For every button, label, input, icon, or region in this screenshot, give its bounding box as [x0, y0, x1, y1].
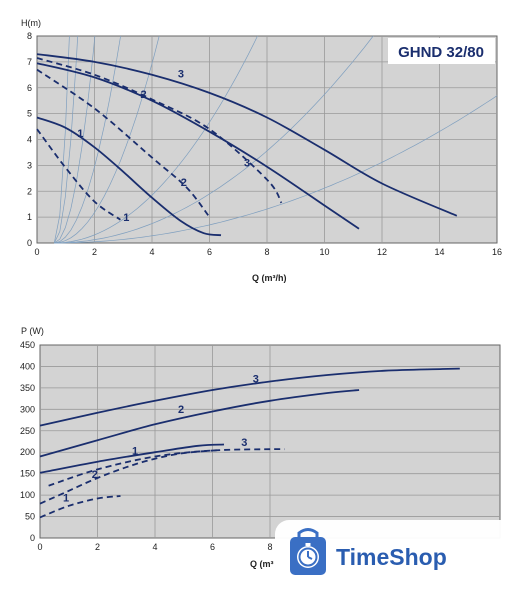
stopwatch-shopping-bag-logo-icon [290, 528, 326, 575]
x-tick-label: 4 [149, 247, 154, 257]
y-tick-label: 350 [20, 383, 35, 393]
curve-label: 1 [77, 128, 83, 140]
power-chart-y-axis-title: P (W) [21, 326, 44, 336]
curve-label: 3 [178, 68, 184, 80]
watermark-text: TimeShop [336, 544, 447, 570]
system-curve [53, 35, 70, 244]
power-chart-x-axis-title: Q (m³ [250, 559, 274, 569]
head-chart-x-axis-title: Q (m³/h) [252, 273, 287, 283]
y-tick-label: 0 [30, 533, 35, 543]
curve-2-dashed [39, 449, 219, 505]
power-chart-curves [39, 367, 460, 519]
curve-1-solid [36, 116, 222, 237]
curve-label: 2 [181, 177, 187, 189]
head-chart-y-axis-title: H(m) [21, 18, 41, 28]
system-curve [54, 35, 160, 244]
x-tick-label: 14 [434, 247, 444, 257]
y-tick-label: 8 [27, 31, 32, 41]
x-tick-label: 6 [207, 247, 212, 257]
y-tick-label: 300 [20, 404, 35, 414]
curve-2-dashed [36, 68, 211, 218]
head-chart-x-tick-labels: 0 2 4 6 8 10 12 14 16 [34, 247, 502, 257]
y-tick-label: 5 [27, 109, 32, 119]
curve-label: 2 [141, 89, 147, 101]
y-tick-label: 100 [20, 490, 35, 500]
curve-label: 1 [123, 212, 129, 224]
chart-title-box [388, 38, 495, 64]
head-chart-pump-curves [36, 53, 458, 237]
y-tick-label: 1 [27, 212, 32, 222]
power-chart: 3 2 1 3 2 1 0 2 4 6 8 0 50 100 150 200 250 300 350 400 450… [20, 326, 501, 552]
curve-label: 2 [178, 404, 184, 416]
y-tick-label: 4 [27, 135, 32, 145]
x-tick-label: 2 [95, 542, 100, 552]
y-tick-label: 3 [27, 160, 32, 170]
curve-label: 1 [63, 493, 69, 505]
curve-1-solid [39, 443, 225, 474]
curve-2-solid [39, 389, 360, 458]
y-tick-label: 7 [27, 57, 32, 67]
x-tick-label: 0 [37, 542, 42, 552]
x-tick-label: 10 [319, 247, 329, 257]
system-curve [54, 35, 374, 244]
power-chart-x-tick-labels: 0 2 4 6 8 [37, 542, 272, 552]
system-curve [54, 35, 258, 244]
system-curve [53, 35, 79, 244]
y-tick-label: 50 [25, 512, 35, 522]
head-chart-system-curves [53, 35, 498, 244]
power-chart-gridlines [40, 345, 500, 538]
power-chart-curve-labels: 3 2 1 3 2 1 [63, 374, 259, 505]
curve-label: 3 [244, 158, 250, 170]
chart-title: GHND 32/80 [398, 44, 484, 61]
x-tick-label: 16 [492, 247, 502, 257]
head-chart-curve-labels: 3 2 1 3 2 1 [77, 68, 250, 224]
power-chart-y-tick-labels: 0 50 100 150 200 250 300 350 400 450 [20, 340, 35, 543]
curve-1-dashed [39, 495, 121, 519]
y-tick-label: 450 [20, 340, 35, 350]
system-curve [54, 95, 498, 244]
curve-1-dashed [36, 128, 121, 221]
x-tick-label: 4 [152, 542, 157, 552]
curve-label: 2 [92, 469, 98, 481]
curve-2-solid [36, 62, 360, 230]
timeshop-watermark: TimeShop Q (m³ [250, 520, 515, 585]
y-tick-label: 6 [27, 83, 32, 93]
y-tick-label: 0 [27, 238, 32, 248]
curve-label: 1 [132, 445, 138, 457]
x-tick-label: 8 [267, 542, 272, 552]
x-tick-label: 2 [92, 247, 97, 257]
system-curve [54, 35, 121, 244]
y-tick-label: 2 [27, 186, 32, 196]
curve-3-solid [36, 53, 458, 217]
y-tick-label: 250 [20, 426, 35, 436]
x-tick-label: 6 [210, 542, 215, 552]
curve-label: 3 [241, 437, 247, 449]
x-tick-label: 12 [377, 247, 387, 257]
y-tick-label: 200 [20, 447, 35, 457]
y-tick-label: 400 [20, 361, 35, 371]
head-chart-y-tick-labels: 0 1 2 3 4 5 6 7 8 [27, 31, 32, 248]
x-tick-label: 8 [264, 247, 269, 257]
curve-label: 3 [253, 374, 259, 386]
curve-3-solid [39, 367, 460, 427]
x-tick-label: 0 [34, 247, 39, 257]
curve-3-dashed [36, 57, 283, 204]
y-tick-label: 150 [20, 469, 35, 479]
watermark-background [275, 520, 515, 585]
